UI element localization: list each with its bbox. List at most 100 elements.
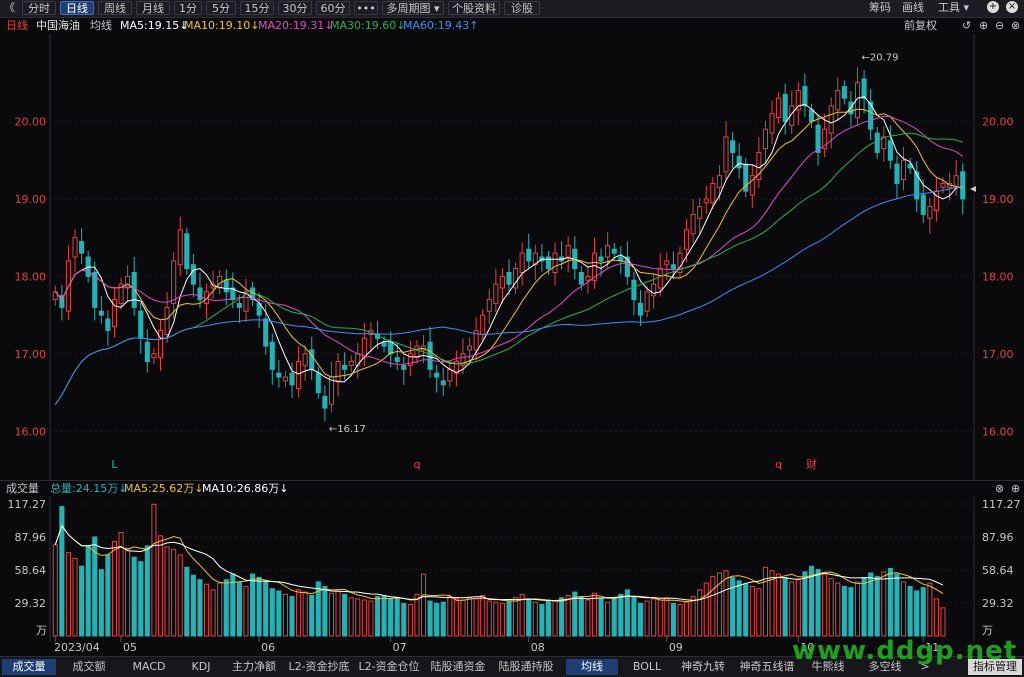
volume-bar [519, 593, 525, 637]
overlay-tab-1[interactable]: BOLL [632, 660, 662, 673]
volume-bar [467, 597, 473, 637]
period-button-6[interactable]: 15分 [240, 1, 274, 15]
indicator-tab-0[interactable]: 成交量 [2, 659, 56, 675]
volume-bar [197, 579, 203, 637]
volume-bar [513, 597, 519, 637]
period-button-12[interactable]: 诊股 [504, 1, 540, 15]
indicator-tab-2[interactable]: MACD [132, 660, 166, 673]
candle-body [769, 113, 775, 134]
volume-bar [190, 574, 196, 637]
add-icon[interactable]: + [987, 1, 999, 13]
volume-bar [940, 607, 946, 637]
candle-body [710, 182, 716, 204]
volume-bar [302, 591, 308, 637]
period-button-7[interactable]: 30分 [278, 1, 312, 15]
candle-body [296, 361, 302, 390]
candle-body [381, 341, 387, 347]
candle-body [440, 380, 446, 386]
volume-bar [309, 594, 315, 637]
period-button-0[interactable]: 分时 [22, 1, 56, 15]
indicator-tab-5[interactable]: L2-资金抄底 [288, 660, 350, 673]
period-button-4[interactable]: 1分 [174, 1, 202, 15]
tools-menu[interactable]: 工具 ▾ [938, 1, 970, 14]
overlay-tab-2[interactable]: 神奇九转 [681, 660, 725, 673]
volume-bar [460, 599, 466, 637]
candle-body [322, 395, 328, 409]
ma60-value: MA60:19.43↑ [403, 19, 479, 32]
adjust-toggle[interactable]: 前复权 [904, 19, 937, 32]
candle-body [795, 89, 801, 111]
volume-bar [749, 585, 755, 637]
chips-button[interactable]: 筹码 [869, 1, 891, 14]
candle-body [894, 163, 900, 184]
close-icon[interactable]: ⊗ [995, 482, 1005, 495]
indicator-tab-7[interactable]: 陆股通资金 [430, 660, 486, 673]
volume-bar [677, 603, 683, 637]
undo-icon[interactable]: ↺ [962, 19, 972, 32]
candle-body [236, 302, 242, 308]
indicator-tab-1[interactable]: 成交额 [72, 660, 106, 673]
overlay-tab-6[interactable]: > [920, 660, 930, 673]
volume-tick-left: 29.32 [15, 597, 47, 610]
indicator-tab-3[interactable]: KDJ [191, 660, 211, 673]
period-button-10[interactable]: 多周期图 ▾ [382, 1, 444, 15]
date-label: 10 [800, 641, 814, 654]
event-mark: q [775, 458, 782, 471]
candle-body [808, 109, 815, 122]
date-label: 07 [393, 641, 407, 654]
close-icon[interactable]: × [1006, 1, 1018, 13]
candle-body [644, 291, 650, 312]
back-button[interactable]: 《 [4, 1, 15, 14]
overlay-tab-0[interactable]: 均线 [566, 659, 618, 675]
candle-body [624, 256, 630, 277]
candle-body [940, 182, 946, 188]
volume-bar [315, 581, 321, 637]
draw-line-button[interactable]: 画线 [902, 1, 924, 14]
overlay-tab-5[interactable]: 多空线 [868, 660, 902, 673]
indicator-tab-8[interactable]: 陆股通持股 [498, 660, 554, 673]
period-button-11[interactable]: 个股资料 [448, 1, 500, 15]
overlay-tab-3[interactable]: 神奇五线谱 [739, 660, 795, 673]
candle-body [690, 213, 696, 235]
candle-body [900, 159, 907, 181]
period-button-9[interactable]: ••• [354, 1, 378, 15]
ma-label[interactable]: 均线 [90, 19, 112, 32]
candle-body [263, 318, 269, 347]
volume-bar [927, 582, 933, 637]
zoom-in-icon[interactable]: ⊕ [979, 19, 989, 32]
volume-bar [203, 583, 210, 637]
candle-body [881, 136, 887, 150]
volume-tick-right: 117.27 [982, 498, 1021, 511]
volume-bar [480, 594, 486, 637]
volume-bar [526, 598, 532, 637]
indicator-tab-6[interactable]: L2-资金仓位 [358, 660, 420, 673]
indicator-tab-4[interactable]: 主力净额 [232, 660, 276, 673]
period-button-3[interactable]: 月线 [136, 1, 170, 15]
volume-bar [736, 580, 742, 637]
volume-chart[interactable]: 117.27 117.27 87.96 87.96 58.64 58.64 29.32 29.… [0, 496, 1024, 656]
price-chart[interactable]: 20.00 20.00 19.00 19.00 18.00 18.00 17.00 17.00… [0, 34, 1024, 480]
volume-bar [914, 590, 920, 637]
volume-bar [401, 602, 407, 637]
candle-body [822, 128, 828, 150]
volume-bar [861, 576, 867, 637]
indicator-manager-button[interactable]: 指标管理 [968, 659, 1022, 675]
volume-bar [256, 576, 262, 637]
period-button-1[interactable]: 日线 [60, 1, 94, 15]
price-tick-label-right: 18.00 [982, 270, 1014, 283]
zoom-out-icon[interactable]: ⊖ [995, 19, 1005, 32]
candle-body [92, 271, 98, 308]
price-tick-label-left: 17.00 [15, 348, 47, 361]
volume-tick-right: 29.32 [982, 597, 1014, 610]
period-button-2[interactable]: 周线 [98, 1, 132, 15]
close-icon[interactable]: ⊗ [1011, 19, 1021, 32]
candle-body [118, 283, 124, 304]
overlay-tab-4[interactable]: 牛熊线 [811, 660, 845, 673]
candle-body [52, 291, 58, 301]
candle-body [526, 248, 532, 262]
candle-body [532, 252, 538, 266]
period-button-8[interactable]: 60分 [316, 1, 350, 15]
add-icon[interactable]: ⊕ [1011, 482, 1021, 495]
candle-body [914, 171, 920, 200]
period-button-5[interactable]: 5分 [206, 1, 236, 15]
